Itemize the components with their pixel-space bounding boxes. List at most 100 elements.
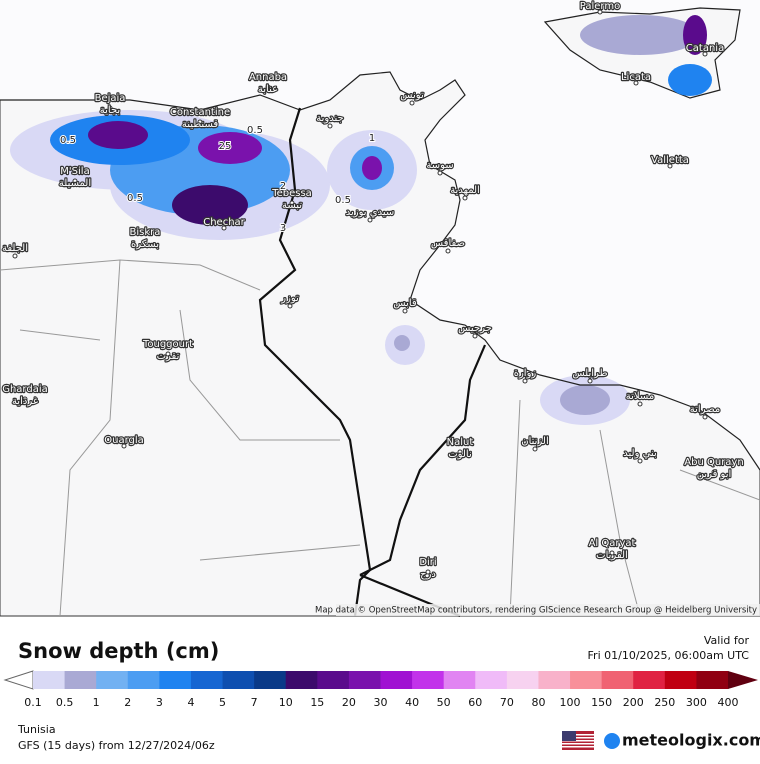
- colorbar-tick-label: 250: [654, 696, 675, 709]
- city-name-ar: بجاية: [100, 105, 120, 116]
- city-name-ar: سيدي بوزيد: [346, 207, 394, 218]
- city-name-ar: جندوبة: [316, 113, 343, 124]
- colorbar-cell: [696, 671, 729, 689]
- city-marker: [445, 248, 451, 254]
- colorbar-cell: [190, 671, 224, 689]
- city-marker: [637, 458, 643, 464]
- city-marker: [472, 333, 478, 339]
- city-marker: [12, 253, 18, 259]
- city-marker: [165, 351, 171, 357]
- city-name-ar: بني وليد: [623, 448, 656, 459]
- city-name-ar: قسنطينة: [182, 119, 219, 130]
- city-name: Bejaia: [95, 93, 126, 104]
- colorbar-cell: [254, 671, 287, 689]
- city-name-ar: درج: [420, 569, 436, 580]
- city-name: Palermo: [580, 1, 620, 12]
- city-marker: [702, 414, 708, 420]
- colorbar-tick-label: 0.1: [24, 696, 42, 709]
- admin-boundary: [0, 259, 760, 617]
- colorbar-cell: [127, 671, 160, 689]
- city-marker: [437, 170, 443, 176]
- border: [359, 344, 487, 576]
- city-marker: [457, 449, 463, 455]
- city-marker: [265, 84, 271, 90]
- city-name-ar: تونس: [400, 90, 424, 101]
- model-info: GFS (15 days) from 12/27/2024/06z: [18, 739, 215, 752]
- colorbar-cell: [64, 671, 97, 689]
- colorbar-cell: [348, 671, 381, 689]
- colorbar-tick-label: 40: [405, 696, 419, 709]
- colorbar-cell: [96, 671, 129, 689]
- city-name: Biskra: [130, 227, 161, 238]
- city-marker: [597, 9, 603, 15]
- city-marker: [711, 469, 717, 475]
- city-name-ar: تقرت: [157, 351, 180, 362]
- colorbar-tick-label: 200: [623, 696, 644, 709]
- valid-label: Valid for: [704, 634, 750, 647]
- colorbar-tick-label: 7: [251, 696, 258, 709]
- colorbar-tick-label: 300: [686, 696, 707, 709]
- city-marker: [532, 446, 538, 452]
- city-name: Ouargla: [104, 435, 144, 446]
- colorbar-tick-label: 30: [374, 696, 388, 709]
- city-name-ar: مصراتة: [690, 404, 720, 415]
- city-marker: [587, 378, 593, 384]
- city-name: Diri: [419, 557, 436, 568]
- colorbar-cell: [443, 671, 476, 689]
- valid-time: Fri 01/10/2025, 06:00am UTC: [588, 649, 750, 662]
- colorbar-cell: [538, 671, 571, 689]
- city-marker: [409, 100, 415, 106]
- city-name-ar: زوارة: [514, 368, 537, 379]
- city-marker: [121, 443, 127, 449]
- city-name-ar: جرجيس: [458, 323, 492, 334]
- city-name-ar: المهدية: [450, 185, 480, 196]
- colorbar-tick-label: 3: [156, 696, 163, 709]
- colorbar-cell: [506, 671, 539, 689]
- city-name-ar: قابس: [393, 298, 417, 309]
- city-name-ar: القريات: [596, 550, 628, 561]
- colorbar-tick-label: 100: [560, 696, 581, 709]
- city-marker: [402, 308, 408, 314]
- colorbar-cell: [159, 671, 192, 689]
- city-name: Annaba: [249, 72, 287, 83]
- colorbar-tick-label: 0.5: [56, 696, 74, 709]
- contour-label: 25: [219, 141, 232, 152]
- city-name: Constantine: [170, 107, 230, 118]
- city-marker: [633, 80, 639, 86]
- city-marker: [702, 51, 708, 57]
- colorbar-tick-label: 5: [219, 696, 226, 709]
- city-name: Tebessa: [271, 188, 312, 199]
- city-name-ar: طرابلس: [572, 368, 607, 379]
- flag: [562, 731, 594, 750]
- colorbar: 0.1 0.5 1 2 3 4 5 7 10 15 20 30 40 50 60 70 80 100 150 200 2…: [3, 670, 758, 709]
- colorbar-cell: [285, 671, 318, 689]
- city-marker: [289, 200, 295, 206]
- contour-label: 0.5: [247, 125, 263, 136]
- city-marker: [522, 378, 528, 384]
- colorbar-tick-label: 20: [342, 696, 356, 709]
- city-name: Abu Qurayn: [684, 457, 743, 468]
- colorbar-tick-label: 150: [591, 696, 612, 709]
- city-marker: [287, 303, 293, 309]
- colorbar-tick-label: 80: [531, 696, 545, 709]
- city-name: Catania: [686, 43, 724, 54]
- city-name-ar: عنابة: [258, 84, 278, 95]
- attribution: Map data © OpenStreetMap contributors, r…: [315, 606, 757, 616]
- colorbar-tick-label: 15: [310, 696, 324, 709]
- city-name: Al Qaryat: [589, 538, 636, 549]
- city-name-ar: الجلفة: [2, 243, 28, 254]
- city-name-ar: الزنتان: [521, 436, 549, 447]
- city-marker: [667, 163, 673, 169]
- city-name-ar: ابو قرين: [697, 469, 732, 480]
- city-marker: [609, 550, 615, 556]
- colorbar-tick-label: 70: [500, 696, 514, 709]
- city-marker: [462, 195, 468, 201]
- city-marker: [72, 178, 78, 184]
- colorbar-cell: [601, 671, 634, 689]
- snow-areas: [10, 15, 712, 425]
- brand: meteologix.com: [622, 731, 760, 750]
- colorbar-cell: [412, 671, 445, 689]
- colorbar-cell: [33, 671, 66, 689]
